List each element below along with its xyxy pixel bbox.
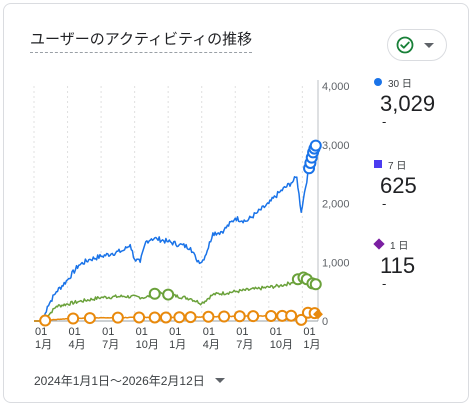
x-tick-month: 1月 (169, 339, 186, 351)
legend-swatch-circle (374, 78, 382, 86)
series-marker-7d (309, 278, 322, 291)
x-tick-day: 01 (169, 326, 181, 338)
x-tick-month: 10月 (270, 339, 293, 351)
date-range-label: 2024年1月1日～2026年2月12日 (34, 374, 205, 388)
x-tick-day: 01 (203, 326, 215, 338)
series-marker-1d (133, 311, 146, 324)
legend-swatch-square (374, 160, 382, 168)
activity-card: ユーザーのアクティビティの推移 (3, 3, 469, 403)
x-tick-day: 01 (69, 326, 81, 338)
chevron-down-icon (214, 378, 225, 383)
x-tick-month: 7月 (102, 339, 119, 351)
card-title[interactable]: ユーザーのアクティビティの推移 (30, 31, 253, 53)
series-marker-1d (148, 311, 161, 324)
series-marker-7d (148, 287, 161, 300)
x-tick-day: 01 (236, 326, 248, 338)
x-tick-month: 10月 (136, 339, 159, 351)
x-tick-day: 01 (102, 326, 114, 338)
y-tick-label: 2,000 (322, 199, 350, 211)
legend-label: 30 日 (388, 78, 412, 90)
legend-item: 30 日 3,029- (374, 76, 464, 128)
x-tick-month: 7月 (236, 339, 253, 351)
legend-delta: - (382, 196, 387, 211)
series-marker-1d (159, 311, 172, 324)
y-tick-label: 3,000 (322, 140, 350, 152)
check-circle-icon (396, 36, 414, 54)
series-marker-1d (295, 313, 308, 326)
legend-label: 7 日 (388, 160, 407, 172)
legend-item: 7 日 625- (374, 158, 464, 210)
y-tick-label: 0 (322, 316, 328, 328)
series-marker-1d (247, 310, 260, 323)
legend-value: 3,029 (380, 91, 436, 116)
y-tick-label: 1,000 (322, 257, 350, 269)
series-marker-1d (173, 311, 186, 324)
x-tick-month: 4月 (203, 339, 220, 351)
series-marker-1d (218, 310, 231, 323)
series-marker-1d (233, 310, 246, 323)
x-tick-day: 01 (136, 326, 148, 338)
legend-item: 1 日 115- (373, 238, 464, 291)
x-tick-day: 01 (35, 326, 47, 338)
series-marker-30d (309, 139, 322, 152)
series-line-30d (34, 142, 318, 322)
x-tick-day: 01 (303, 326, 315, 338)
x-tick-day: 01 (270, 326, 282, 338)
series-marker-1d (83, 312, 96, 325)
series-marker-1d (202, 310, 215, 323)
series-marker-1d (285, 309, 298, 322)
series-marker-1d (111, 311, 124, 324)
x-tick-month: 1月 (303, 339, 320, 351)
legend-delta: - (382, 114, 387, 129)
legend-value: 115 (380, 253, 416, 278)
legend-delta: - (382, 276, 387, 291)
y-tick-label: 4,000 (322, 81, 350, 93)
series-marker-1d (184, 311, 197, 324)
series-marker-1d (39, 314, 52, 327)
x-tick-month: 4月 (69, 339, 86, 351)
chevron-down-icon (424, 42, 434, 48)
legend-label: 1 日 (390, 240, 409, 252)
series-marker-7d (162, 288, 175, 301)
series-marker-1d (67, 312, 80, 325)
x-tick-month: 1月 (35, 339, 52, 351)
legend-value: 625 (380, 173, 417, 198)
date-range-selector[interactable]: 2024年1月1日～2026年2月12日 (34, 372, 225, 389)
series-end-marker-1d (313, 309, 323, 320)
series-marker-1d (265, 309, 278, 322)
legend-swatch-diamond (373, 238, 385, 250)
compare-dropdown-button[interactable] (387, 29, 447, 61)
